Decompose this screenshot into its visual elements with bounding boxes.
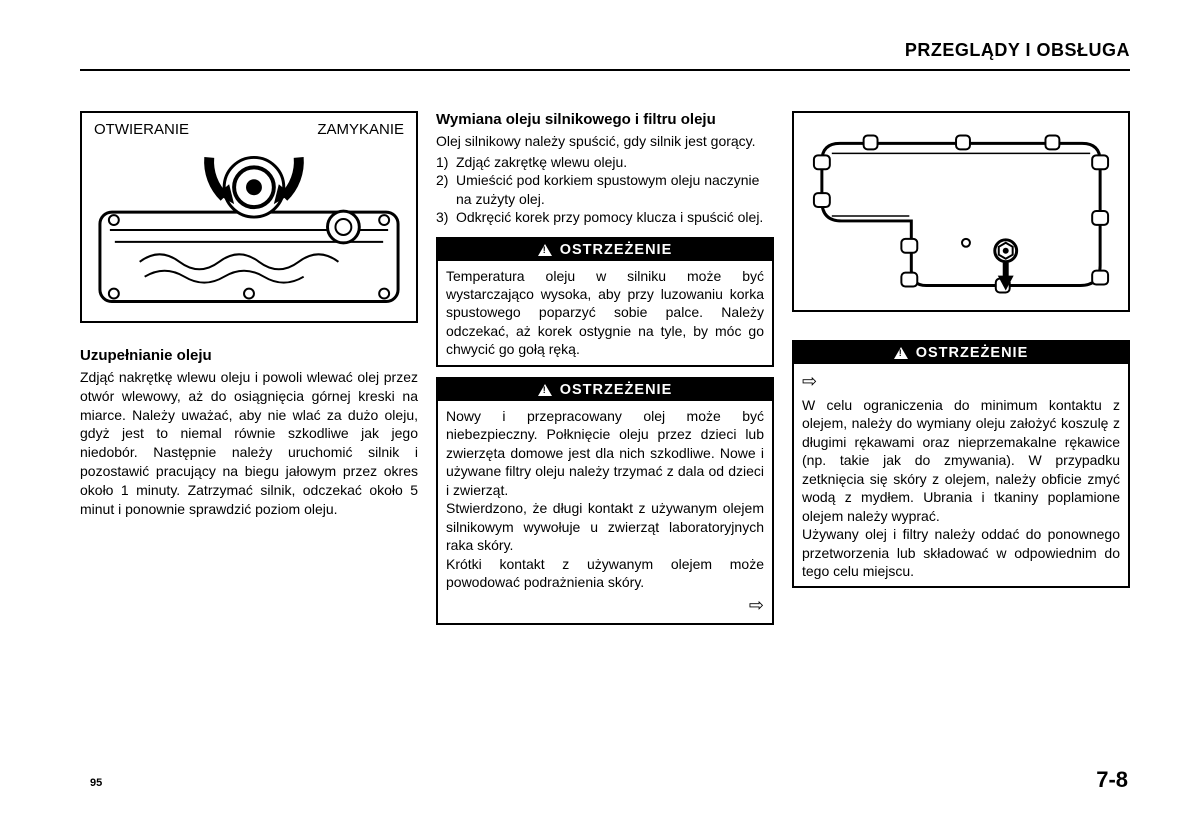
step-text: Zdjąć zakrętkę wlewu oleju. xyxy=(456,153,774,171)
warning-title: OSTRZEŻENIE xyxy=(560,382,673,398)
step-1: 1) Zdjąć zakrętkę wlewu oleju. xyxy=(436,153,774,171)
warning-body: Nowy i przepracowany olej może być niebe… xyxy=(438,401,772,623)
figure-oil-pan xyxy=(792,111,1130,312)
continue-arrow-icon: ⇨ xyxy=(446,592,764,618)
subhead-refill: Uzupełnianie oleju xyxy=(80,347,418,366)
label-open: OTWIERANIE xyxy=(94,121,189,138)
step-text: Odkręcić korek przy pomocy klucza i spuś… xyxy=(456,208,774,226)
warn3-p1: W celu ograniczenia do minimum kontaktu … xyxy=(802,396,1120,525)
label-close: ZAMYKANIE xyxy=(317,121,404,138)
warning-icon xyxy=(894,347,908,359)
step-num: 1) xyxy=(436,153,456,171)
warning-body: ⇨ W celu ograniczenia do minimum kontakt… xyxy=(794,364,1128,586)
warn3-p2: Używany olej i filtry należy oddać do po… xyxy=(802,525,1120,580)
warning-icon xyxy=(538,244,552,256)
engine-illustration xyxy=(90,142,408,312)
column-3: OSTRZEŻENIE ⇨ W celu ograniczenia do min… xyxy=(792,111,1130,625)
warning-hot-oil: OSTRZEŻENIE Temperatura oleju w silniku … xyxy=(436,237,774,367)
continue-arrow-icon: ⇨ xyxy=(802,370,1120,396)
drain-steps: 1) Zdjąć zakrętkę wlewu oleju. 2) Umieśc… xyxy=(436,153,774,227)
step-3: 3) Odkręcić korek przy pomocy klucza i s… xyxy=(436,208,774,226)
page-number-large: 7-8 xyxy=(1096,767,1128,793)
refill-text: Zdjąć nakrętkę wlewu oleju i powoli wlew… xyxy=(80,368,418,519)
content-columns: OTWIERANIE ZAMYKANIE xyxy=(80,111,1130,625)
warning-title: OSTRZEŻENIE xyxy=(916,345,1029,361)
manual-page: PRZEGLĄDY I OBSŁUGA OTWIERANIE ZAMYKANIE xyxy=(0,0,1200,817)
figure-oil-cap: OTWIERANIE ZAMYKANIE xyxy=(80,111,418,323)
warning-header: OSTRZEŻENIE xyxy=(438,379,772,401)
warning-used-oil: OSTRZEŻENIE Nowy i przepracowany olej mo… xyxy=(436,377,774,625)
header-title: PRZEGLĄDY I OBSŁUGA xyxy=(905,40,1130,60)
warn2-p2: Stwierdzono, że długi kontakt z używanym… xyxy=(446,499,764,554)
figure-labels: OTWIERANIE ZAMYKANIE xyxy=(90,121,408,142)
step-2: 2) Umieścić pod korkiem spustowym oleju … xyxy=(436,171,774,208)
warn2-p3: Krótki kontakt z używanym olejem może po… xyxy=(446,555,764,592)
warning-contact: OSTRZEŻENIE ⇨ W celu ograniczenia do min… xyxy=(792,340,1130,588)
oilpan-illustration xyxy=(802,121,1120,301)
warning-icon xyxy=(538,384,552,396)
warning-header: OSTRZEŻENIE xyxy=(794,342,1128,364)
column-2: Wymiana oleju silnikowego i filtru oleju… xyxy=(436,111,774,625)
warning-title: OSTRZEŻENIE xyxy=(560,242,673,258)
warn2-p1: Nowy i przepracowany olej może być niebe… xyxy=(446,407,764,499)
page-header: PRZEGLĄDY I OBSŁUGA xyxy=(80,40,1130,71)
warning-body: Temperatura oleju w silniku może być wys… xyxy=(438,261,772,365)
change-intro: Olej silnikowy należy spuścić, gdy silni… xyxy=(436,132,774,151)
warning-header: OSTRZEŻENIE xyxy=(438,239,772,261)
subhead-change: Wymiana oleju silnikowego i filtru oleju xyxy=(436,111,774,130)
step-text: Umieścić pod korkiem spustowym oleju nac… xyxy=(456,171,774,208)
page-number-small: 95 xyxy=(90,777,102,789)
column-1: OTWIERANIE ZAMYKANIE xyxy=(80,111,418,625)
step-num: 3) xyxy=(436,208,456,226)
step-num: 2) xyxy=(436,171,456,208)
